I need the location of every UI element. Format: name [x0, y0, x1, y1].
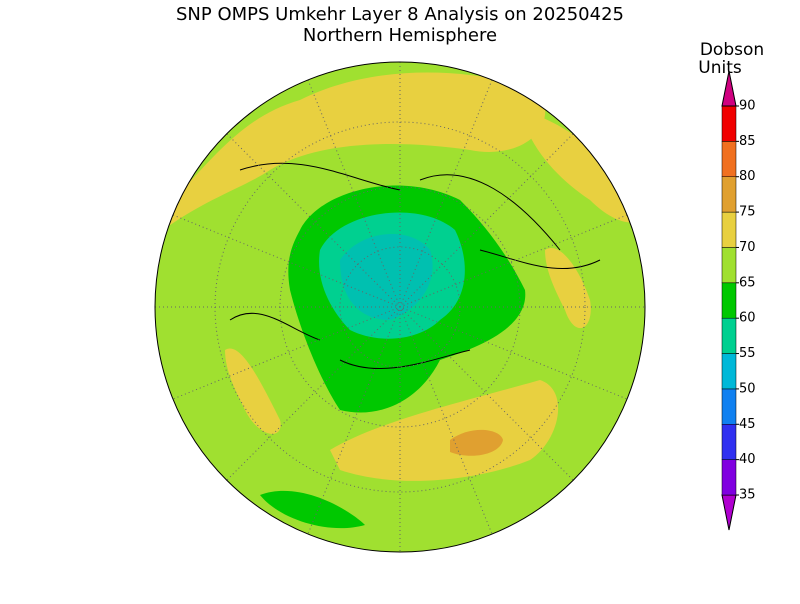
colorbar-segment	[721, 353, 737, 390]
colorbar-label: Units	[698, 58, 742, 78]
colorbar-tick-label: 50	[739, 381, 756, 396]
colorbar-tick-label: 90	[739, 99, 756, 114]
colorbar-segment	[721, 211, 737, 248]
map	[155, 62, 645, 552]
title: SNP OMPS Umkehr Layer 8 Analysis on 2025…	[176, 4, 624, 25]
colorbar-low	[721, 494, 737, 531]
colorbar-segment	[721, 141, 737, 177]
colorbar-tick-label: 80	[739, 169, 756, 184]
subtitle: Northern Hemisphere	[303, 25, 497, 46]
colorbar-tick-label: 75	[739, 205, 756, 220]
colorbar-tick-label: 65	[739, 275, 756, 290]
colorbar-segment	[721, 105, 737, 142]
map-border	[154, 61, 646, 553]
colorbar-tick-label: 40	[739, 452, 756, 467]
colorbar-segment	[721, 247, 737, 284]
colorbar-tick-label: 70	[739, 240, 756, 255]
colorbar-segment	[721, 459, 737, 496]
colorbar: 35 40 45 50 55 60 65 70 75 80 85 90	[721, 70, 756, 531]
colorbar-segment	[721, 424, 737, 460]
colorbar-tick-label: 35	[739, 488, 756, 503]
colorbar-tick-label: 60	[739, 311, 756, 326]
colorbar-segment	[721, 388, 737, 425]
colorbar-tick-label: 45	[739, 417, 756, 432]
colorbar-high	[721, 70, 737, 107]
colorbar-segment	[721, 282, 737, 319]
colorbar-label: Dobson	[700, 40, 764, 60]
colorbar-segment	[721, 317, 737, 354]
colorbar-tick-label: 85	[739, 134, 756, 149]
colorbar-segment	[721, 176, 737, 213]
colorbar-tick-label: 55	[739, 346, 756, 361]
